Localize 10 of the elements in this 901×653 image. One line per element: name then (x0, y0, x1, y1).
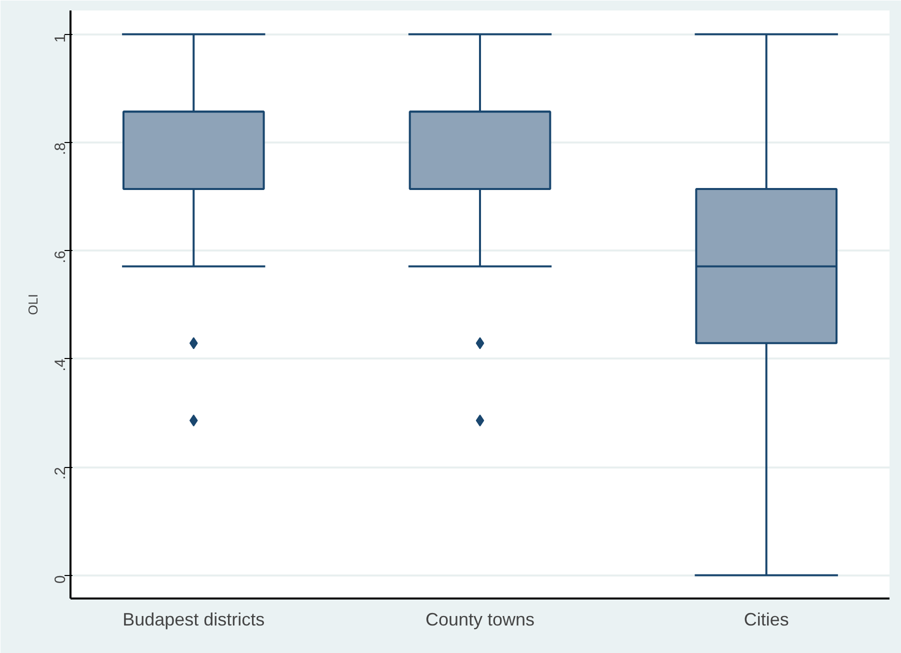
y-tick-label: .4 (52, 358, 69, 372)
x-tick-label: Cities (744, 610, 789, 630)
y-tick-label: .6 (52, 250, 69, 264)
y-tick-label: 1 (52, 34, 69, 43)
x-tick-label: County towns (425, 610, 535, 630)
x-tick-label: Budapest districts (122, 610, 265, 630)
y-tick-label: 0 (52, 575, 69, 584)
y-axis-title: OLI (26, 294, 40, 315)
y-tick-label: .2 (52, 467, 69, 480)
y-tick-label: .8 (52, 142, 69, 155)
